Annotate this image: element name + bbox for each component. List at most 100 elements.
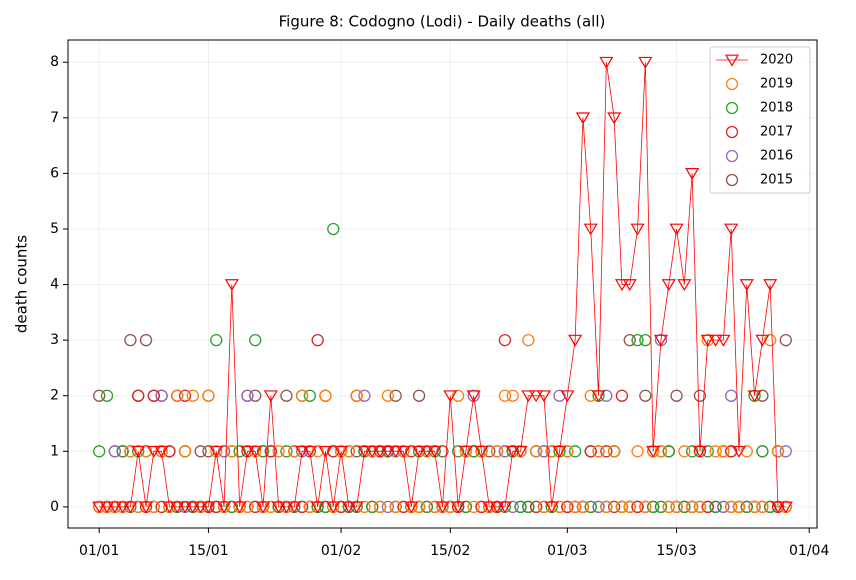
- data-point: [615, 389, 629, 402]
- data-point: [147, 389, 160, 402]
- data-point: [544, 501, 559, 514]
- data-point: [756, 445, 769, 458]
- data-point: [474, 445, 489, 458]
- data-point: [93, 389, 106, 402]
- data-point: [716, 334, 731, 347]
- data-point: [217, 445, 231, 458]
- data-point: [740, 445, 753, 458]
- data-point: [280, 445, 293, 458]
- data-point: [623, 500, 636, 514]
- data-point: [646, 445, 661, 458]
- data-point: [717, 500, 730, 514]
- data-point: [459, 500, 473, 514]
- data-point: [232, 501, 247, 514]
- data-point: [490, 501, 505, 514]
- data-point: [381, 500, 395, 514]
- legend-marker: [725, 101, 739, 115]
- data-point: [522, 333, 535, 347]
- data-point: [521, 390, 536, 403]
- data-point: [107, 501, 122, 514]
- data-point: [545, 445, 558, 458]
- data-point: [443, 390, 458, 403]
- data-point: [693, 389, 707, 402]
- data-point: [311, 445, 324, 458]
- data-point: [288, 445, 301, 458]
- data-point: [264, 445, 278, 458]
- data-point: [725, 445, 738, 458]
- data-point: [373, 445, 388, 458]
- data-point: [210, 333, 223, 347]
- x-tick-label: 01/03: [547, 543, 587, 559]
- data-point: [216, 501, 232, 514]
- data-point: [756, 389, 769, 402]
- data-point: [357, 445, 372, 458]
- data-point: [233, 445, 246, 458]
- data-point: [482, 501, 497, 514]
- data-point: [505, 445, 520, 458]
- data-point: [163, 445, 176, 458]
- data-point: [529, 500, 543, 514]
- data-point: [591, 390, 606, 403]
- y-tick-label: 8: [50, 54, 59, 70]
- data-point: [725, 500, 738, 514]
- data-point: [506, 389, 519, 402]
- data-point: [623, 333, 636, 347]
- data-point: [92, 501, 107, 514]
- data-point: [724, 223, 739, 236]
- data-point: [458, 445, 473, 458]
- data-point: [177, 501, 193, 514]
- data-point: [654, 445, 668, 458]
- x-tick-label: 01/04: [789, 543, 829, 559]
- data-point: [771, 445, 785, 458]
- data-point: [709, 500, 722, 514]
- data-point: [662, 445, 675, 458]
- data-point: [701, 500, 714, 514]
- data-point: [327, 222, 340, 236]
- data-point: [381, 389, 395, 402]
- data-point: [444, 500, 457, 514]
- data-point: [451, 389, 465, 402]
- data-point: [256, 501, 271, 514]
- x-tick-label: 15/03: [656, 543, 696, 559]
- series-line: [99, 62, 786, 508]
- data-point: [210, 500, 223, 514]
- x-tick-label: 15/01: [188, 543, 228, 559]
- data-point: [466, 390, 481, 403]
- data-point: [653, 334, 669, 347]
- legend-marker: [725, 77, 739, 91]
- data-point: [93, 445, 106, 458]
- data-point: [171, 389, 184, 402]
- data-point: [631, 333, 644, 347]
- data-point: [397, 500, 410, 514]
- data-point: [436, 445, 449, 458]
- legend-label: 2016: [760, 149, 793, 164]
- data-point: [248, 445, 263, 458]
- data-point: [670, 389, 683, 402]
- data-point: [350, 389, 363, 402]
- data-point: [295, 389, 309, 402]
- data-point: [342, 445, 356, 458]
- data-point: [701, 445, 714, 458]
- data-point: [271, 501, 286, 514]
- data-point: [412, 445, 427, 458]
- data-point: [365, 445, 380, 458]
- data-point: [124, 333, 137, 347]
- data-point: [264, 500, 278, 514]
- data-point: [428, 500, 441, 514]
- data-point: [240, 445, 255, 458]
- data-point: [536, 390, 551, 403]
- data-point: [639, 389, 652, 402]
- data-point: [295, 500, 309, 514]
- data-point: [537, 445, 551, 458]
- data-point: [170, 501, 185, 514]
- data-point: [685, 167, 700, 180]
- data-point: [311, 333, 324, 347]
- legend-marker: [725, 125, 739, 139]
- data-point: [692, 445, 708, 458]
- data-point: [693, 500, 707, 514]
- data-point: [435, 501, 450, 514]
- data-point: [139, 333, 153, 347]
- data-point: [638, 56, 653, 69]
- data-point: [334, 445, 349, 458]
- data-point: [592, 445, 605, 458]
